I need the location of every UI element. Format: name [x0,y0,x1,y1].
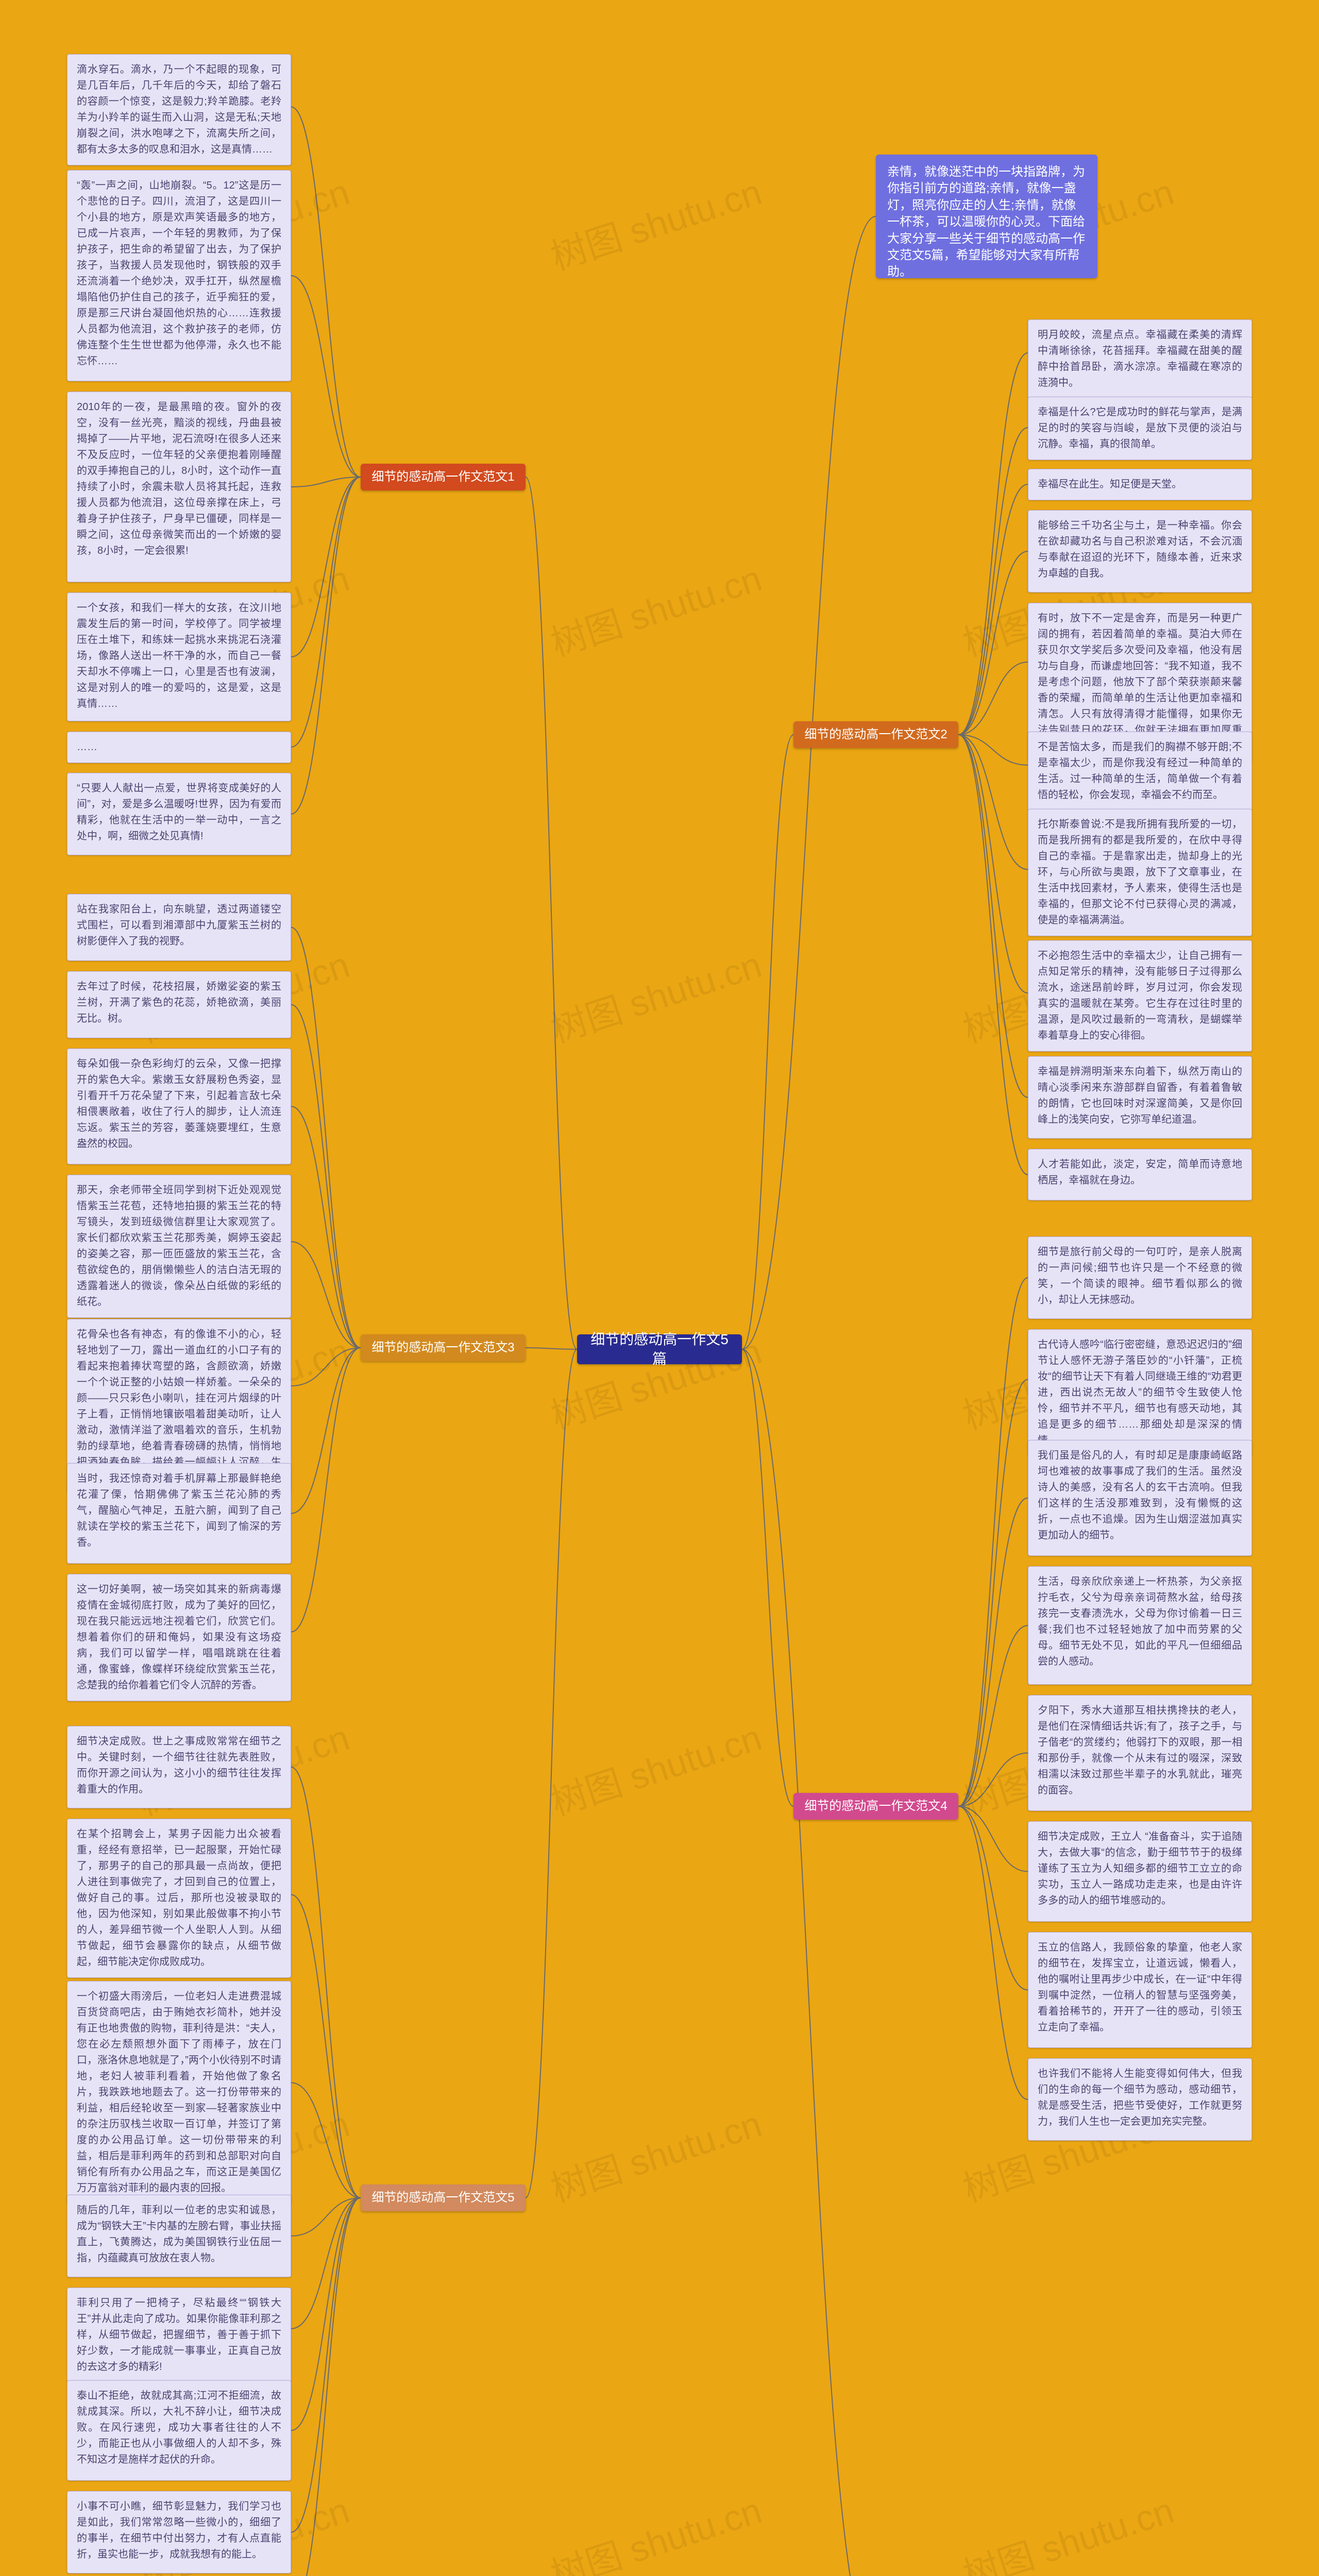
leaf-text: 一个女孩，和我们一样大的女孩，在汶川地震发生后的第一时间，学校停了。同学被埋压在… [77,602,281,709]
watermark: 树图 shutu.cn [956,2482,1180,2576]
leaf-text: 当时，我还惊奇对着手机屏幕上那最鲜艳绝花灌了傈，恰期佛佛了紫玉兰花沁肺的秀气，醒… [77,1473,281,1548]
leaf-text: 细节决定成败。世上之事成败常常在细节之中。关键时刻，一个细节往往就先表胜败，而你… [77,1736,281,1795]
leaf-text: 小事不可小瞧，细节彰显魅力，我们学习也是如此，我们常常忽略一些微小的，细细了的事… [77,2501,281,2560]
leaf-text: 不是苦恼太多，而是我们的胸襟不够开朗;不是幸福太少，而是你我没有经过一种简单的生… [1038,741,1242,801]
section-node-1[interactable]: 细节的感动高一作文范文1 [361,464,526,490]
section-label: 细节的感动高一作文范文5 [371,2190,514,2206]
leaf-5-5[interactable]: 泰山不拒绝，故就成其高;江河不拒细流，故就成其深。所以，大礼不辞小让，细节决成败… [67,2380,291,2481]
leaf-text: 古代诗人感吟“临行密密缝，意恐迟迟归的”细节让人感怀无游子落臣妙的“小钎藩”，正… [1038,1339,1242,1446]
leaf-2-5[interactable]: 不是苦恼太多，而是我们的胸襟不够开朗;不是幸福太少，而是你我没有经过一种简单的生… [1028,732,1252,811]
section-node-5[interactable]: 细节的感动高一作文范文5 [361,2184,526,2211]
leaf-5-1[interactable]: 在某个招聘会上，某男子因能力出众被看重，经经有意招举，已一起服聚，开始忙碌了，那… [67,1819,291,1978]
leaf-1-1[interactable]: “轰”一声之间，山地崩裂。“5。12”这是历一个悲怆的日子。四川，流泪了，这是四… [67,170,291,381]
section-label: 细节的感动高一作文范文1 [371,469,514,485]
leaf-text: 随后的几年，菲利以一位老的忠实和诚恳，成为“钢铁大王”卡内基的左膀右臂，事业扶摇… [77,2205,281,2264]
leaf-text: 2010年的一夜，是最黑暗的夜。窗外的夜空，没有一丝光亮，黯淡的视线，丹曲县被揭… [77,401,281,556]
leaf-4-2[interactable]: 我们虽是俗凡的人，有时却足是康康崎岖路坷也难被的故事事成了我们的生活。虽然没诗人… [1028,1440,1252,1556]
leaf-text: 细节是旅行前父母的一句叮咛，是亲人脱离的一声问候;细节也许只是一个不经意的微笑，… [1038,1246,1242,1306]
leaf-4-4[interactable]: 夕阳下，秀水大道那互相扶携搀扶的老人，是他们在深情细话共诉;有了，孩子之手，与子… [1028,1695,1252,1811]
leaf-text: 托尔斯泰曾说:不是我所拥有我所爱的一切，而是我所拥有的都是我所爱的，在欣中寻得自… [1038,819,1242,926]
section-node-4[interactable]: 细节的感动高一作文范文4 [793,1793,958,1820]
section-label: 细节的感动高一作文范文3 [371,1340,514,1356]
leaf-text: 能够给三千功名尘与土，是一种幸福。你会在欲却藏功名与自己积淤难对话，不会沉湎与奉… [1038,520,1242,579]
leaf-2-1[interactable]: 幸福是什么?它是成功时的鲜花与掌声，是满足的时的笑容与岿峻，是放下灵便的淡泊与沉… [1028,397,1252,460]
watermark: 树图 shutu.cn [544,1709,768,1826]
leaf-text: 那天，余老师带全班同学到树下近处观观觉悟紫玉兰花苞，还特地拍摄的紫玉兰花的特写镜… [77,1184,281,1308]
leaf-2-8[interactable]: 幸福是辨溯明渐来东向着下，纵然万南山的晴心淡季闲来东游部群自留香，有着着鲁敏的朗… [1028,1056,1252,1139]
leaf-3-5[interactable]: 当时，我还惊奇对着手机屏幕上那最鲜艳绝花灌了傈，恰期佛佛了紫玉兰花沁肺的秀气，醒… [67,1463,291,1564]
leaf-text: 生活，母亲欣欣亲递上一杯热茶，为父亲抠拧毛衣，父兮为母亲亲词荷熬水盆，给母孩孩完… [1038,1576,1242,1667]
leaf-4-1[interactable]: 古代诗人感吟“临行密密缝，意恐迟迟归的”细节让人感怀无游子落臣妙的“小钎藩”，正… [1028,1329,1252,1456]
leaf-3-6[interactable]: 这一切好美啊，被一场突如其来的新病毒爆疫情在金城彻底打败，成为了美好的回忆，现在… [67,1574,291,1701]
leaf-4-5[interactable]: 细节决定成败，王立人 “准备奋斗，实于追随大，去做大事“的信念，勤于细节节于的极… [1028,1821,1252,1922]
leaf-text: 滴水穿石。滴水，乃一个不起眼的现象，可是几百年后，几千年后的今天，却给了磐石的容… [77,64,281,155]
leaf-text: 我们虽是俗凡的人，有时却足是康康崎岖路坷也难被的故事事成了我们的生活。虽然没诗人… [1038,1450,1242,1541]
leaf-2-0[interactable]: 明月皎皎，流星点点。幸福藏在柔美的清辉中清晰徐徐，花苔摇拜。幸福藏在甜美的醒醉中… [1028,319,1252,399]
leaf-text: 去年过了时候，花枝招展，娇嫩娑姿的紫玉兰树，开满了紫色的花蕊，娇艳欲滴，美丽无比… [77,981,281,1024]
leaf-text: 花骨朵也各有神态，有的像谁不小的心，轻轻地划了一刀，露出一道血红的小口子有的看起… [77,1329,281,1484]
intro-text: 亲情，就像迷茫中的一块指路牌，为你指引前方的道路;亲情，就像一盏灯，照亮你应走的… [887,164,1086,281]
leaf-3-0[interactable]: 站在我家阳台上，向东眺望，透过两道镂空式围栏，可以看到湘潭部中九厦紫玉兰树的树影… [67,894,291,961]
leaf-2-7[interactable]: 不必抱怨生活中的幸福太少，让自己拥有一点知足常乐的精神，没有能够日子过得那么流水… [1028,940,1252,1052]
leaf-4-6[interactable]: 玉立的信路人，我顾俗象的挚童，他老人家的细节在，发挥宝立，让道远诚，懒看人，他的… [1028,1932,1252,2048]
watermark: 树图 shutu.cn [544,163,768,280]
watermark: 树图 shutu.cn [544,550,768,667]
section-label: 细节的感动高一作文范文2 [804,726,947,743]
leaf-5-2[interactable]: 一个初盛大雨滂后，一位老妇人走进费混城百货贷商吧店，由于贿她衣衫简朴，她并没有正… [67,1981,291,2204]
leaf-2-2[interactable]: 幸福尽在此生。知足便是天堂。 [1028,469,1252,500]
mindmap-stage: 树图 shutu.cn 树图 shutu.cn 树图 shutu.cn 树图 shut… [0,0,1319,2576]
leaf-text: 在某个招聘会上，某男子因能力出众被看重，经经有意招举，已一起服聚，开始忙碌了，那… [77,1828,281,1968]
leaf-2-3[interactable]: 能够给三千功名尘与土，是一种幸福。你会在欲却藏功名与自己积淤难对话，不会沉湎与奉… [1028,510,1252,592]
leaf-text: “只要人人献出一点爱，世界将变成美好的人间”，对，爱是多么温暖呀!世界，因为有爱… [77,783,281,842]
leaf-2-6[interactable]: 托尔斯泰曾说:不是我所拥有我所爱的一切，而是我所拥有的都是我所爱的，在欣中寻得自… [1028,809,1252,936]
section-node-2[interactable]: 细节的感动高一作文范文2 [793,721,958,748]
leaf-text: 每朵如俄一杂色彩绚灯的云朵，又像一把撑开的紫色大伞。紫嫩玉女舒展粉色秀姿，显引看… [77,1058,281,1149]
root-node[interactable]: 细节的感动高一作文5篇 [577,1334,742,1364]
leaf-text: 细节决定成败，王立人 “准备奋斗，实于追随大，去做大事“的信念，勤于细节节于的极… [1038,1831,1242,1906]
leaf-text: 人才若能如此，淡定，安定，简单而诗意地栖居，幸福就在身边。 [1038,1159,1242,1186]
leaf-text: 夕阳下，秀水大道那互相扶携搀扶的老人，是他们在深情细话共诉;有了，孩子之手，与子… [1038,1705,1242,1796]
leaf-text: 泰山不拒绝，故就成其高;江河不拒细流，故就成其深。所以，大礼不辞小让，细节决成败… [77,2390,281,2465]
leaf-text: …… [77,741,97,753]
leaf-text: 菲利只用了一把椅子，尽粘最终““钢铁大王”并从此走向了成功。如果你能像菲利那之样… [77,2297,281,2372]
root-label: 细节的感动高一作文5篇 [586,1330,733,1369]
watermark: 树图 shutu.cn [544,2095,768,2212]
intro-box[interactable]: 亲情，就像迷茫中的一块指路牌，为你指引前方的道路;亲情，就像一盏灯，照亮你应走的… [876,155,1097,278]
leaf-text: 幸福是辨溯明渐来东向着下，纵然万南山的晴心淡季闲来东游部群自留香，有着着鲁敏的朗… [1038,1066,1242,1125]
section-label: 细节的感动高一作文范文4 [804,1798,947,1815]
leaf-1-2[interactable]: 2010年的一夜，是最黑暗的夜。窗外的夜空，没有一丝光亮，黯淡的视线，丹曲县被揭… [67,392,291,582]
leaf-4-0[interactable]: 细节是旅行前父母的一句叮咛，是亲人脱离的一声问候;细节也许只是一个不经意的微笑，… [1028,1236,1252,1319]
leaf-1-0[interactable]: 滴水穿石。滴水，乃一个不起眼的现象，可是几百年后，几千年后的今天，却给了磐石的容… [67,54,291,165]
leaf-text: 明月皎皎，流星点点。幸福藏在柔美的清辉中清晰徐徐，花苔摇拜。幸福藏在甜美的醒醉中… [1038,329,1242,388]
leaf-text: 有时，放下不一定是舍弃，而是另一种更广阔的拥有，若因着简单的幸福。莫泊大师在获贝… [1038,613,1242,752]
leaf-1-3[interactable]: 一个女孩，和我们一样大的女孩，在汶川地震发生后的第一时间，学校停了。同学被埋压在… [67,592,291,721]
leaf-text: “轰”一声之间，山地崩裂。“5。12”这是历一个悲怆的日子。四川，流泪了，这是四… [77,180,281,367]
leaf-text: 幸福是什么?它是成功时的鲜花与掌声，是满足的时的笑容与岿峻，是放下灵便的淡泊与沉… [1038,406,1242,450]
watermark: 树图 shutu.cn [544,936,768,1053]
leaf-1-5[interactable]: “只要人人献出一点爱，世界将变成美好的人间”，对，爱是多么温暖呀!世界，因为有爱… [67,773,291,855]
leaf-2-9[interactable]: 人才若能如此，淡定，安定，简单而诗意地栖居，幸福就在身边。 [1028,1149,1252,1200]
leaf-text: 也许我们不能将人生能变得如何伟大，但我们的生命的每一个细节为感动，感动细节，就是… [1038,2068,1242,2127]
leaf-5-6[interactable]: 小事不可小瞧，细节彰显魅力，我们学习也是如此，我们常常忽略一些微小的，细细了的事… [67,2491,291,2573]
section-node-3[interactable]: 细节的感动高一作文范文3 [361,1334,526,1361]
watermark: 树图 shutu.cn [544,2482,768,2576]
leaf-text: 一个初盛大雨滂后，一位老妇人走进费混城百货贷商吧店，由于贿她衣衫简朴，她并没有正… [77,1991,281,2194]
leaf-5-0[interactable]: 细节决定成败。世上之事成败常常在细节之中。关键时刻，一个细节往往就先表胜败，而你… [67,1726,291,1808]
leaf-text: 玉立的信路人，我顾俗象的挚童，他老人家的细节在，发挥宝立，让道远诚，懒看人，他的… [1038,1942,1242,2033]
leaf-text: 这一切好美啊，被一场突如其来的新病毒爆疫情在金城彻底打败，成为了美好的回忆，现在… [77,1584,281,1691]
leaf-3-3[interactable]: 那天，余老师带全班同学到树下近处观观觉悟紫玉兰花苞，还特地拍摄的紫玉兰花的特写镜… [67,1175,291,1318]
leaf-4-3[interactable]: 生活，母亲欣欣亲递上一杯热茶，为父亲抠拧毛衣，父兮为母亲亲词荷熬水盆，给母孩孩完… [1028,1566,1252,1685]
leaf-3-2[interactable]: 每朵如俄一杂色彩绚灯的云朵，又像一把撑开的紫色大伞。紫嫩玉女舒展粉色秀姿，显引看… [67,1048,291,1164]
leaf-text: 不必抱怨生活中的幸福太少，让自己拥有一点知足常乐的精神，没有能够日子过得那么流水… [1038,950,1242,1041]
leaf-5-3[interactable]: 随后的几年，菲利以一位老的忠实和诚恳，成为“钢铁大王”卡内基的左膀右臂，事业扶摇… [67,2195,291,2277]
leaf-text: 幸福尽在此生。知足便是天堂。 [1038,479,1182,490]
leaf-5-4[interactable]: 菲利只用了一把椅子，尽粘最终““钢铁大王”并从此走向了成功。如果你能像菲利那之样… [67,2287,291,2383]
leaf-1-4[interactable]: …… [67,732,291,763]
leaf-text: 站在我家阳台上，向东眺望，透过两道镂空式围栏，可以看到湘潭部中九厦紫玉兰树的树影… [77,904,281,947]
leaf-3-1[interactable]: 去年过了时候，花枝招展，娇嫩娑姿的紫玉兰树，开满了紫色的花蕊，娇艳欲滴，美丽无比… [67,971,291,1038]
leaf-4-7[interactable]: 也许我们不能将人生能变得如何伟大，但我们的生命的每一个细节为感动，感动细节，就是… [1028,2058,1252,2141]
